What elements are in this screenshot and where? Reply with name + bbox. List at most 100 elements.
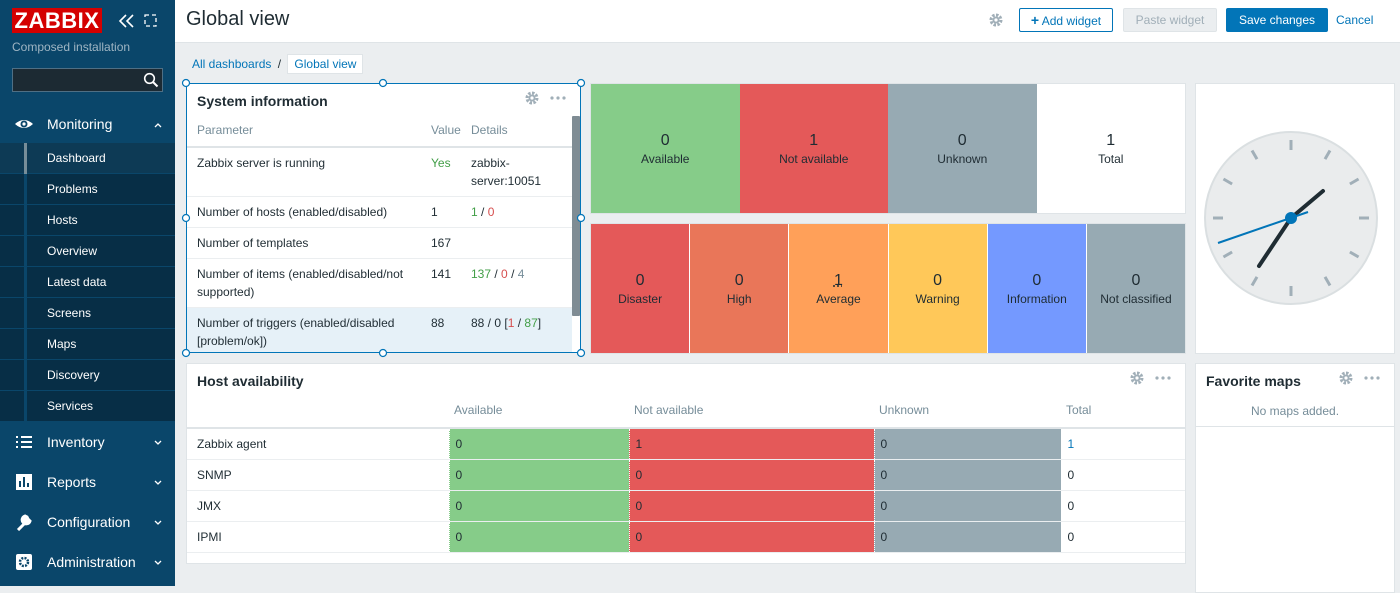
status-label[interactable]: High [726, 291, 752, 306]
status-label[interactable]: Total [1098, 151, 1124, 166]
status-cell[interactable]: 0 Information [987, 224, 1086, 353]
availability-value[interactable]: 1 [1060, 428, 1185, 460]
search-input[interactable] [12, 68, 163, 92]
status-cell[interactable]: 1 Average [789, 224, 888, 353]
menu-icon[interactable] [14, 553, 34, 571]
status-cell[interactable]: 1 Not available [739, 84, 888, 213]
table-header: Parameter Value Details [187, 115, 572, 147]
widget-actions[interactable] [1129, 370, 1175, 386]
chevron[interactable] [154, 122, 162, 128]
save-button[interactable]: Save changes [1226, 8, 1328, 32]
menu-icon[interactable] [14, 433, 34, 451]
status-value[interactable]: 1 [1106, 131, 1116, 149]
breadcrumb-current[interactable]: Global view [287, 54, 364, 74]
column-header: Unknown [879, 403, 930, 417]
menu-item-label[interactable]: Discovery [47, 368, 100, 382]
status-label[interactable]: Average [816, 291, 861, 306]
menu-section[interactable]: Configuration [0, 502, 175, 542]
menu-item[interactable]: Discovery [0, 360, 175, 391]
status-label[interactable]: Not available [779, 151, 849, 166]
menu-item-label[interactable]: Problems [47, 182, 98, 196]
scrollbar[interactable] [572, 116, 580, 316]
status-cell[interactable]: 0 Not classified [1086, 224, 1185, 353]
logo[interactable]: ZABBIX [12, 8, 102, 33]
menu-section[interactable]: Reports [0, 462, 175, 502]
status-cell[interactable]: 0 Available [591, 84, 740, 213]
status-value[interactable]: 0 [635, 271, 645, 289]
status-value[interactable]: 0 [734, 271, 744, 289]
chevron[interactable] [154, 440, 162, 446]
availability-value: 0 [1060, 459, 1185, 491]
sidebar-controls[interactable] [118, 12, 158, 30]
widget-actions[interactable] [1338, 370, 1384, 386]
host-availability-table: Available Not available Unknown Total Zabbix… [187, 395, 1185, 553]
menu-label[interactable]: Monitoring [47, 116, 113, 132]
search-icon[interactable] [143, 72, 159, 88]
menu-section[interactable]: Administration [0, 542, 175, 582]
column-header: Parameter [197, 123, 254, 137]
table-row: Zabbix agent 0 1 0 1 [187, 428, 1185, 460]
menu-item[interactable]: Problems [0, 174, 175, 205]
chevron[interactable] [154, 480, 162, 486]
availability-value: 0 [628, 459, 874, 491]
menu-item[interactable]: Screens [0, 298, 175, 329]
menu-icon[interactable] [14, 473, 34, 491]
status-label[interactable]: Unknown [937, 151, 988, 166]
menu-icon[interactable] [14, 115, 34, 133]
status-cell[interactable]: 0 Unknown [888, 84, 1037, 213]
availability-value: 1 [628, 428, 874, 460]
menu-icon[interactable] [14, 513, 34, 531]
menu-item[interactable]: Latest data [0, 267, 175, 298]
status-value[interactable]: 1 [833, 271, 843, 289]
settings-icon[interactable] [988, 12, 1004, 28]
menu-label[interactable]: Inventory [47, 434, 105, 450]
menu-item-label[interactable]: Latest data [47, 275, 107, 289]
status-value[interactable]: 0 [957, 131, 967, 149]
add-widget-button[interactable]: + Add widget [1019, 8, 1113, 32]
menu-item-label[interactable]: Services [47, 399, 94, 413]
menu-item-label[interactable]: Screens [47, 306, 92, 320]
column-header [187, 395, 449, 428]
cancel-link[interactable]: Cancel [1336, 13, 1374, 27]
status-cell[interactable]: 0 High [690, 224, 789, 353]
status-value[interactable]: 1 [809, 131, 819, 149]
menu-item-label[interactable]: Overview [47, 244, 98, 258]
status-value[interactable]: 0 [933, 271, 943, 289]
status-value[interactable]: 0 [1032, 271, 1042, 289]
row-name: IPMI [197, 530, 222, 544]
status-cell[interactable]: 1 Total [1036, 84, 1185, 213]
status-label[interactable]: Information [1006, 291, 1067, 306]
menu-label[interactable]: Reports [47, 474, 97, 490]
menu-item[interactable]: Hosts [0, 205, 175, 236]
menu-label[interactable]: Administration [47, 554, 136, 570]
menu-item[interactable]: Maps [0, 329, 175, 360]
menu-section[interactable]: Inventory [0, 422, 175, 462]
chevron[interactable] [154, 520, 162, 526]
status-cell[interactable]: 0 Disaster [591, 224, 690, 353]
paste-widget-button[interactable]: Paste widget [1123, 8, 1217, 32]
menu-item[interactable]: Overview [0, 236, 175, 267]
menu-label[interactable]: Configuration [47, 514, 131, 530]
status-value[interactable]: 0 [660, 131, 670, 149]
chevron[interactable] [154, 560, 162, 566]
menu-item-label[interactable]: Dashboard [47, 151, 106, 165]
widget-actions[interactable] [524, 90, 570, 106]
menu-item[interactable]: Services [0, 391, 175, 422]
menu-section[interactable]: Monitoring [0, 104, 175, 144]
status-label[interactable]: Disaster [618, 291, 663, 306]
menu-item-label[interactable]: Maps [47, 337, 77, 351]
status-label[interactable]: Available [641, 151, 690, 166]
add-widget-label[interactable]: Add widget [1041, 14, 1102, 28]
menu-item[interactable]: Dashboard [0, 143, 175, 174]
detail-part: / [507, 267, 518, 281]
status-label[interactable]: Warning [915, 291, 960, 306]
status-label[interactable]: Not classified [1100, 291, 1172, 306]
menu-item-label[interactable]: Hosts [47, 213, 78, 227]
status-cell[interactable]: 0 Warning [888, 224, 987, 353]
breadcrumb-link[interactable]: All dashboards [192, 57, 272, 71]
availability-value: 0 [448, 459, 629, 491]
value: 141 [431, 267, 452, 281]
status-value[interactable]: 0 [1131, 271, 1141, 289]
value: 88 [431, 316, 445, 330]
